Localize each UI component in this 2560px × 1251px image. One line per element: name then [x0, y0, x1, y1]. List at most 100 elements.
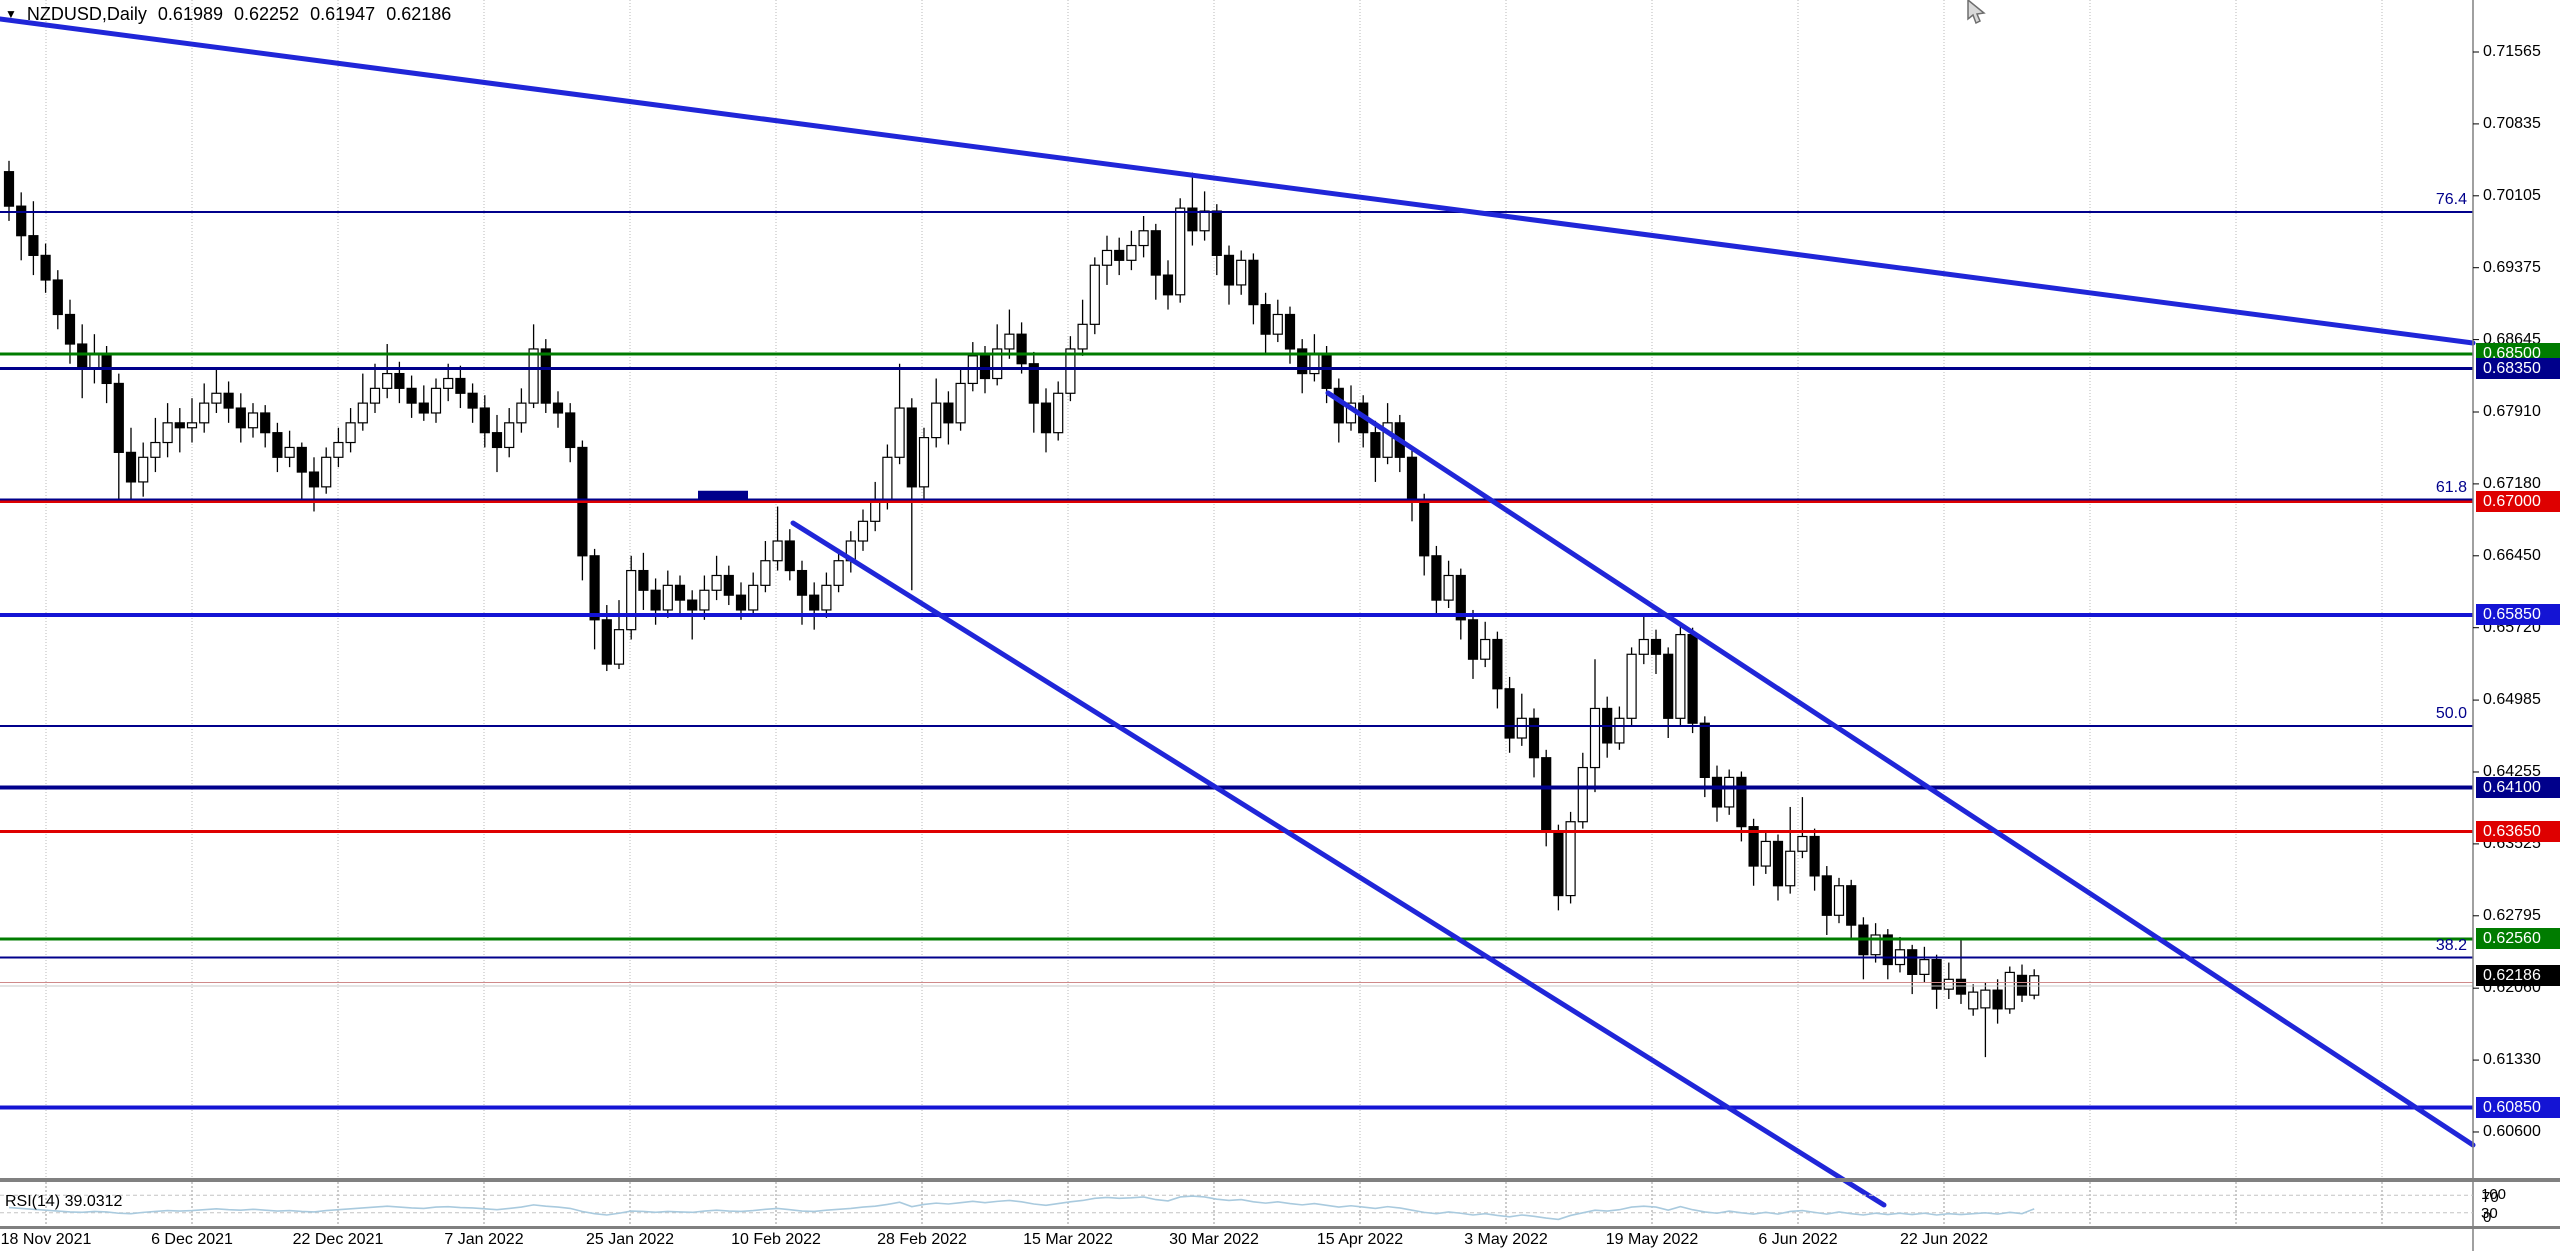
bearish-candle — [1772, 840, 1784, 887]
bullish-candle — [504, 422, 515, 449]
bearish-candle — [1040, 402, 1052, 434]
bearish-candle — [479, 407, 490, 434]
bullish-candle — [1065, 348, 1076, 394]
bearish-candle — [64, 313, 76, 345]
price-tick-label: 0.68645 — [2483, 330, 2541, 348]
fib-level-label-38-2: 38.2 — [2435, 936, 2467, 954]
downtrend-line-1 — [0, 16, 2476, 346]
bullish-candle — [284, 446, 295, 458]
chart-header: ▼ NZDUSD,Daily 0.61989 0.62252 0.61947 0.… — [5, 4, 457, 25]
header-high-value: 0.62252 — [234, 4, 300, 24]
bullish-candle — [211, 392, 222, 404]
bullish-candle — [1980, 989, 1991, 1009]
bearish-candle — [223, 392, 234, 409]
bullish-candle — [699, 589, 710, 611]
bearish-candle — [735, 594, 747, 611]
bearish-candle — [1541, 757, 1552, 833]
bullish-candle — [1833, 885, 1845, 916]
bearish-candle — [723, 574, 734, 596]
bullish-candle — [918, 437, 930, 488]
price-tick-label: 0.67910 — [2483, 402, 2541, 420]
bearish-candle — [418, 402, 429, 414]
bearish-candle — [1297, 348, 1308, 375]
bearish-candle — [235, 407, 246, 429]
bearish-candle — [601, 619, 612, 665]
bullish-candle — [1443, 574, 1454, 601]
bullish-candle — [1199, 210, 1210, 232]
fib-level-label-76-4: 76.4 — [2435, 191, 2467, 209]
bearish-candle — [1016, 333, 1027, 365]
bullish-candle — [833, 560, 844, 586]
rsi-line — [8, 1195, 2035, 1221]
bearish-candle — [491, 432, 503, 449]
bullish-candle — [1785, 850, 1796, 887]
bearish-candle — [1699, 722, 1710, 779]
bearish-candle — [1882, 934, 1893, 966]
downtrend-line-3 — [1325, 390, 2476, 1148]
bullish-candle — [443, 377, 454, 389]
bullish-candle — [1382, 422, 1393, 458]
price-tick-label: 0.64985 — [2483, 691, 2541, 709]
mouse-cursor — [1967, 0, 1986, 25]
date-axis-label: 3 May 2022 — [1464, 1231, 1548, 1248]
bullish-candle — [894, 407, 905, 458]
header-open-value: 0.61989 — [157, 4, 223, 24]
header-low-value: 0.61947 — [310, 4, 376, 24]
price-tick-label: 0.61330 — [2483, 1051, 2541, 1069]
bearish-candle — [40, 254, 51, 281]
rsi-scale-0: 0 — [2483, 1209, 2492, 1226]
price-badge: 0.63650 — [2476, 821, 2560, 843]
bullish-candle — [162, 422, 173, 444]
price-badge: 0.64100 — [2476, 776, 2560, 798]
bearish-candle — [650, 589, 661, 611]
bearish-candle — [308, 471, 320, 488]
bearish-candle — [1284, 313, 1296, 350]
bullish-candle — [1968, 991, 1979, 1010]
bullish-candle — [748, 584, 759, 611]
bearish-candle — [77, 343, 88, 370]
bullish-candle — [1480, 638, 1491, 660]
bullish-candle — [1760, 840, 1771, 867]
bearish-candle — [1711, 776, 1723, 808]
bullish-candle — [1101, 249, 1113, 266]
bearish-candle — [1370, 432, 1381, 458]
bearish-candle — [796, 569, 808, 596]
price-tick-label: 0.70105 — [2483, 186, 2541, 204]
bearish-candle — [1431, 555, 1442, 601]
bullish-candle — [772, 540, 783, 562]
rsi-scale-70: 70 — [2482, 1189, 2499, 1206]
bearish-candle — [1455, 574, 1466, 621]
bearish-candle — [1248, 259, 1259, 306]
date-axis-label: 25 Jan 2022 — [585, 1231, 675, 1248]
bullish-candle — [613, 629, 625, 665]
bullish-candle — [369, 387, 381, 404]
bullish-candle — [1236, 259, 1247, 286]
price-tick-label: 0.66450 — [2483, 546, 2541, 564]
date-axis-label: 22 Jun 2022 — [1899, 1231, 1989, 1248]
bearish-candle — [1528, 717, 1540, 759]
bullish-candle — [1053, 392, 1064, 434]
date-axis-label: 6 Dec 2021 — [151, 1231, 233, 1248]
bearish-candle — [1162, 274, 1174, 296]
price-badge: 0.62560 — [2476, 928, 2560, 950]
bearish-candle — [1650, 638, 1662, 655]
bullish-candle — [247, 412, 259, 429]
bearish-candle — [687, 599, 698, 611]
bullish-candle — [2004, 971, 2015, 1010]
bearish-candle — [589, 555, 600, 621]
bullish-candle — [1638, 638, 1649, 655]
bullish-candle — [760, 560, 771, 586]
bearish-candle — [1467, 619, 1479, 660]
bullish-candle — [138, 456, 149, 483]
price-badge: 0.60850 — [2476, 1096, 2560, 1118]
price-badge: 0.67000 — [2476, 491, 2560, 513]
bearish-candle — [540, 348, 551, 404]
date-axis-label: 30 Mar 2022 — [1169, 1231, 1259, 1248]
bullish-candle — [931, 402, 942, 439]
bullish-candle — [662, 584, 673, 611]
date-axis-label: 18 Nov 2021 — [0, 1231, 92, 1248]
bullish-candle — [1724, 776, 1735, 808]
bearish-candle — [1406, 456, 1418, 503]
bearish-candle — [16, 205, 27, 237]
